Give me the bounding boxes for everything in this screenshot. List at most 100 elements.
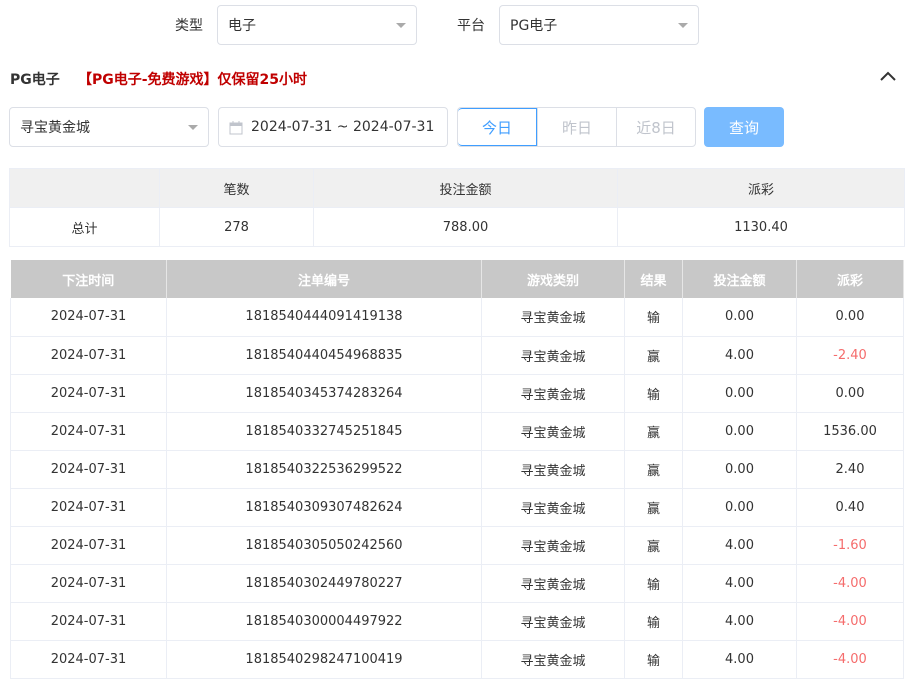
payout-cell: -4.00: [796, 602, 904, 641]
column-header: 游戏类别: [481, 260, 625, 298]
game-value: 寻宝黄金城: [20, 120, 90, 136]
payout-cell: 0.40: [796, 488, 904, 527]
result-cell: 赢: [624, 488, 683, 527]
chevron-down-icon: [678, 22, 688, 28]
summary-header-cell: 笔数: [159, 168, 314, 208]
payout-cell: -4.00: [796, 640, 904, 679]
bet-time-cell: 2024-07-31: [10, 412, 167, 451]
bet-amount-cell: 0.00: [682, 374, 797, 413]
table-row: 2024-07-31 1818540345374283264 寻宝黄金城输 0.00 0…: [10, 374, 904, 413]
table-row: 2024-07-31 1818540302449780227 寻宝黄金城输 4.00-…: [10, 564, 904, 603]
quick-8days-button[interactable]: 近8日: [616, 108, 695, 146]
date-range-picker[interactable]: 2024-07-31 ~ 2024-07-31: [218, 107, 448, 147]
column-header: 派彩: [796, 260, 904, 298]
bet-id-cell: 1818540345374283264: [166, 374, 482, 413]
bet-amount-cell: 0.00: [682, 450, 797, 489]
result-cell: 赢: [624, 526, 683, 565]
bet-amount-cell: 4.00: [682, 564, 797, 603]
game-type-cell: 寻宝黄金城: [481, 602, 625, 641]
table-row: 2024-07-31 1818540332745251845 寻宝黄金城赢 0.00 1…: [10, 412, 904, 451]
bet-id-cell: 1818540332745251845: [166, 412, 482, 451]
payout-cell: -1.60: [796, 526, 904, 565]
result-cell: 输: [624, 298, 683, 337]
game-type-cell: 寻宝黄金城: [481, 640, 625, 679]
bet-id-cell: 1818540444091419138: [166, 298, 482, 337]
game-select[interactable]: 寻宝黄金城: [9, 107, 209, 147]
bet-amount-cell: 4.00: [682, 640, 797, 679]
bet-time-cell: 2024-07-31: [10, 488, 167, 527]
table-row: 2024-07-31 1818540322536299522 寻宝黄金城赢 0.00 2…: [10, 450, 904, 489]
bet-time-cell: 2024-07-31: [10, 374, 167, 413]
platform-value: PG电子: [510, 18, 558, 34]
table-row: 2024-07-31 1818540444091419138 寻宝黄金城输 0.00 0…: [10, 298, 904, 337]
bet-amount-cell: 4.00: [682, 336, 797, 375]
game-type-cell: 寻宝黄金城: [481, 526, 625, 565]
bet-id-cell: 1818540309307482624: [166, 488, 482, 527]
summary-header: 笔数 投注金额 派彩: [9, 168, 905, 208]
result-cell: 输: [624, 602, 683, 641]
bet-id-cell: 1818540322536299522: [166, 450, 482, 489]
section-title: PG电子: [10, 72, 60, 88]
result-cell: 赢: [624, 412, 683, 451]
summary-row: 总计 278 788.00 1130.40: [9, 207, 905, 247]
summary-header-cell: 派彩: [617, 168, 905, 208]
payout-cell: 1536.00: [796, 412, 904, 451]
result-cell: 输: [624, 564, 683, 603]
game-type-cell: 寻宝黄金城: [481, 412, 625, 451]
game-type-cell: 寻宝黄金城: [481, 450, 625, 489]
calendar-icon: [229, 120, 243, 134]
quick-range-group: 今日 昨日 近8日: [457, 107, 696, 147]
column-header: 投注金额: [682, 260, 797, 298]
quick-today-button[interactable]: 今日: [458, 108, 537, 146]
bet-time-cell: 2024-07-31: [10, 298, 167, 337]
summary-table: 笔数 投注金额 派彩 总计 278 788.00 1130.40: [9, 168, 905, 247]
payout-cell: 0.00: [796, 374, 904, 413]
quick-yesterday-button[interactable]: 昨日: [537, 108, 616, 146]
table-row: 2024-07-31 1818540298247100419 寻宝黄金城输 4.00-…: [10, 640, 904, 679]
payout-cell: 2.40: [796, 450, 904, 489]
bet-time-cell: 2024-07-31: [10, 564, 167, 603]
type-select[interactable]: 电子: [217, 5, 417, 45]
table-row: 2024-07-31 1818540305050242560 寻宝黄金城赢 4.00-…: [10, 526, 904, 565]
payout-cell: -2.40: [796, 336, 904, 375]
bet-amount-cell: 0.00: [682, 298, 797, 337]
payout-cell: 0.00: [796, 298, 904, 337]
date-range-value: 2024-07-31 ~ 2024-07-31: [251, 119, 435, 135]
summary-cell: 1130.40: [617, 207, 905, 247]
table-row: 2024-07-31 1818540300004497922 寻宝黄金城输 4.00-…: [10, 602, 904, 641]
game-type-cell: 寻宝黄金城: [481, 488, 625, 527]
game-type-cell: 寻宝黄金城: [481, 374, 625, 413]
platform-label: 平台: [457, 18, 485, 34]
bet-amount-cell: 0.00: [682, 488, 797, 527]
result-cell: 赢: [624, 336, 683, 375]
type-value: 电子: [228, 18, 256, 34]
game-type-cell: 寻宝黄金城: [481, 336, 625, 375]
game-type-cell: 寻宝黄金城: [481, 298, 625, 337]
platform-select[interactable]: PG电子: [499, 5, 699, 45]
search-button[interactable]: 查询: [704, 107, 784, 147]
bet-time-cell: 2024-07-31: [10, 602, 167, 641]
bet-id-cell: 1818540300004497922: [166, 602, 482, 641]
chevron-down-icon: [188, 124, 198, 130]
result-cell: 输: [624, 640, 683, 679]
bet-id-cell: 1818540298247100419: [166, 640, 482, 679]
bet-id-cell: 1818540440454968835: [166, 336, 482, 375]
bet-time-cell: 2024-07-31: [10, 640, 167, 679]
summary-cell: 788.00: [313, 207, 618, 247]
type-label: 类型: [175, 18, 203, 34]
game-type-cell: 寻宝黄金城: [481, 564, 625, 603]
summary-cell: 总计: [9, 207, 160, 247]
result-cell: 输: [624, 374, 683, 413]
table-row: 2024-07-31 1818540440454968835 寻宝黄金城赢 4.00-…: [10, 336, 904, 375]
column-header: 注单编号: [166, 260, 482, 298]
bet-amount-cell: 4.00: [682, 526, 797, 565]
table-row: 2024-07-31 1818540309307482624 寻宝黄金城赢 0.00 0…: [10, 488, 904, 527]
bet-amount-cell: 0.00: [682, 412, 797, 451]
bet-id-cell: 1818540305050242560: [166, 526, 482, 565]
chevron-down-icon: [396, 22, 406, 28]
payout-cell: -4.00: [796, 564, 904, 603]
bets-table: 下注时间 注单编号 游戏类别 结果 投注金额 派彩 2024-07-31 181854044…: [10, 260, 904, 679]
chevron-up-icon[interactable]: [879, 70, 897, 82]
bet-time-cell: 2024-07-31: [10, 450, 167, 489]
bet-amount-cell: 4.00: [682, 602, 797, 641]
